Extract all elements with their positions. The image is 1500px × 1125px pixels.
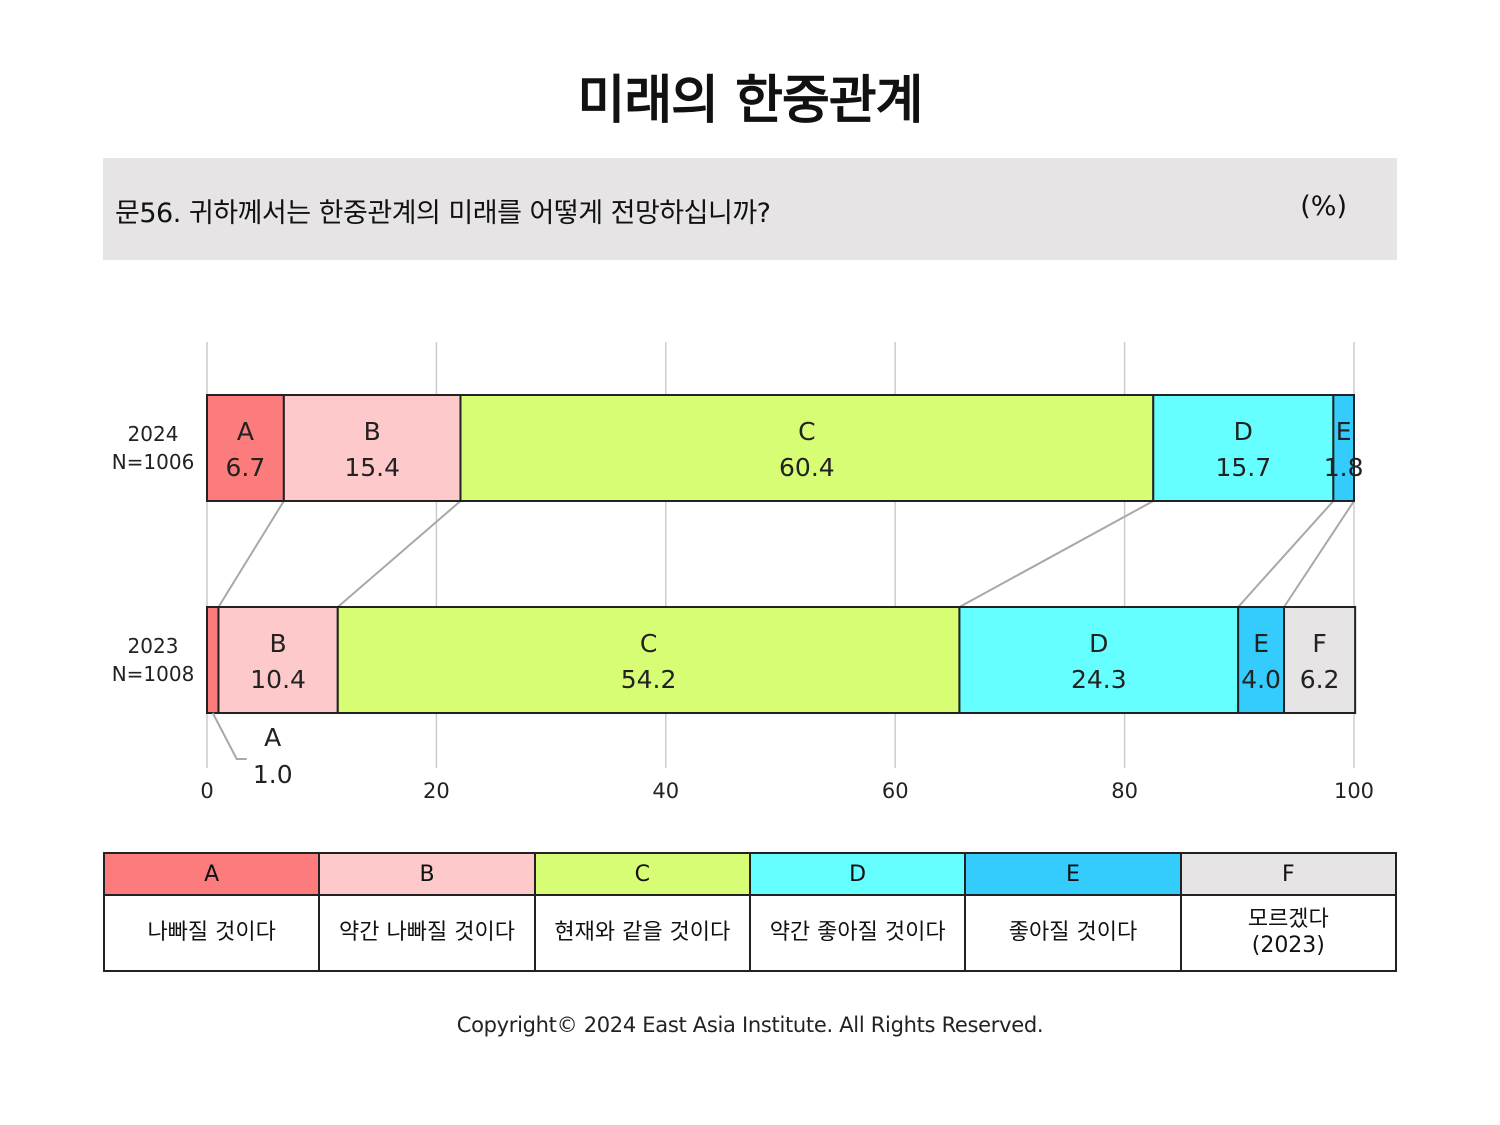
legend-key-e: E [964,852,1182,896]
bar-segment-2023-b [217,606,339,714]
bar-segment-2023-a [206,606,220,714]
segment-key-label: B [270,629,287,658]
data-label: 15.7 [1215,453,1271,482]
segment-key-label: B [364,417,381,446]
legend-label-c: 현재와 같을 것이다 [533,894,751,972]
chart-title: 미래의 한중관계 [577,71,924,131]
segment-key-label: C [798,417,815,446]
legend-label-e: 좋아질 것이다 [964,894,1182,972]
x-tick-label: 0 [200,779,213,803]
data-label: 54.2 [621,665,677,694]
data-label: 24.3 [1071,665,1127,694]
data-label: 4.0 [1241,665,1281,694]
data-label: 6.2 [1300,665,1340,694]
bar-segment-2023-d [958,606,1240,714]
legend-key-row: A B C D E F [102,852,1398,896]
segment-key-label: C [640,629,657,658]
bar-segment-2024-a [206,394,285,502]
x-tick-label: 60 [882,779,909,803]
question-banner: 문56. 귀하께서는 한중관계의 미래를 어떻게 전망하십니까? (%) [103,158,1397,260]
legend-label-row: 나빠질 것이다 약간 나빠질 것이다 현재와 같을 것이다 약간 좋아질 것이다… [102,894,1398,972]
legend-table: A B C D E F 나빠질 것이다 약간 나빠질 것이다 현재와 같을 것이… [102,852,1398,972]
legend-label-f: 모르겠다 (2023) [1179,894,1398,972]
data-label: 1.0 [253,760,293,789]
segment-key-label: D [1089,629,1108,658]
bar-segment-2023-f [1283,606,1357,714]
x-tick-label: 80 [1111,779,1138,803]
segment-key-label: E [1253,629,1269,658]
row-n-label: N=1008 [112,662,195,686]
legend-key-a: A [102,852,321,896]
data-label: 1.8 [1324,453,1364,482]
row-n-label: N=1006 [112,450,195,474]
x-tick-label: 40 [652,779,679,803]
legend-key-f: F [1179,852,1398,896]
legend-key-d: D [748,852,967,896]
segment-key-label: D [1234,417,1253,446]
connector-line [1283,500,1355,608]
data-label: 10.4 [250,665,306,694]
segment-key-label: A [264,723,281,752]
legend-key-c: C [533,852,751,896]
row-label: 2023 [128,634,179,658]
legend-key-b: B [318,852,536,896]
data-label: 6.7 [226,453,266,482]
x-tick-label: 100 [1334,779,1374,803]
connector-line [217,500,285,608]
legend-label-a: 나빠질 것이다 [102,894,321,972]
bar-segment-2023-e [1237,606,1286,714]
connector-line [958,500,1154,608]
x-tick-label: 20 [423,779,450,803]
bar-segment-2024-d [1152,394,1335,502]
segment-key-label: F [1312,629,1326,658]
stacked-bar-chart: 0 20 40 60 80 100 A 6.7 B 15.4 C 60.4 D 15.7 E 1.8 2024 N… [112,342,1374,803]
bar-segment-2023-c [336,606,961,714]
unit-label: (%) [1300,191,1347,222]
bar-segment-2024-c [459,394,1155,502]
legend-label-b: 약간 나빠질 것이다 [318,894,536,972]
connector-line [1237,500,1335,608]
connector-line [337,500,462,608]
segment-key-label: E [1336,417,1352,446]
row-label: 2024 [128,422,179,446]
data-label: 60.4 [779,453,835,482]
bar-segment-2024-e [1332,394,1356,502]
callout-line [211,712,247,760]
bar-segment-2024-b [282,394,462,502]
legend-label-d: 약간 좋아질 것이다 [748,894,967,972]
data-label: 15.4 [344,453,400,482]
copyright-notice: Copyright© 2024 East Asia Institute. All… [456,1013,1044,1037]
segment-key-label: A [237,417,254,446]
question-text: 문56. 귀하께서는 한중관계의 미래를 어떻게 전망하십니까? [115,198,771,229]
